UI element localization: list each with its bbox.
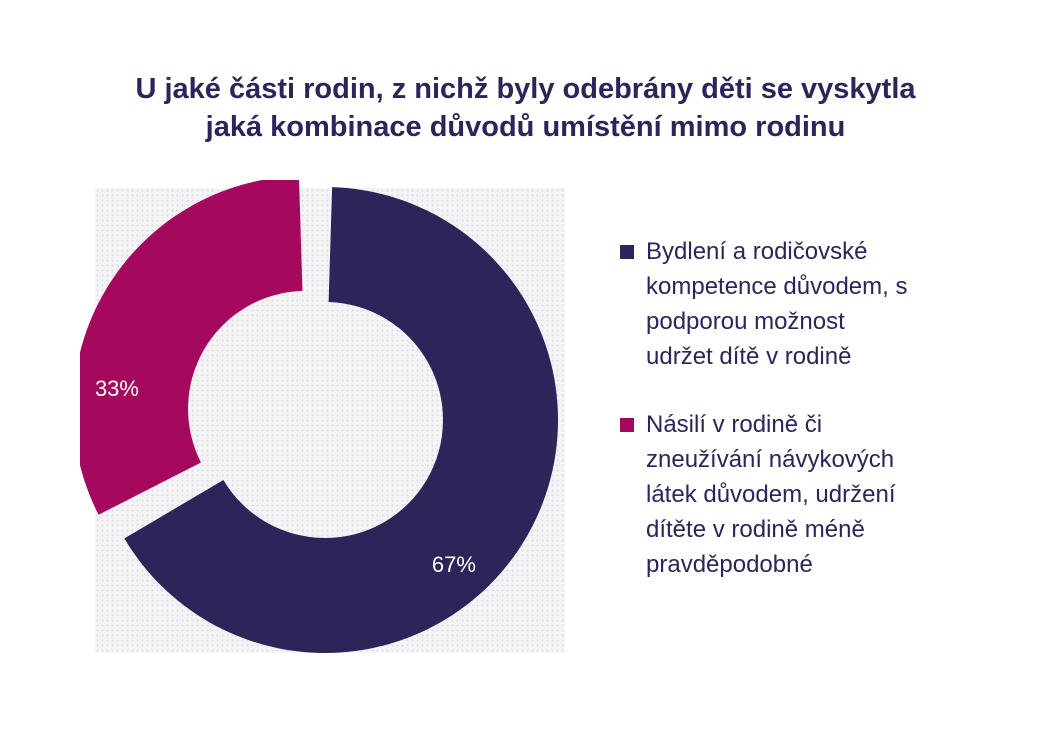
legend-item-bydleni: Bydlení a rodičovské kompetence důvodem,…: [620, 234, 980, 374]
legend-label-line: kompetence důvodem, s: [646, 273, 908, 300]
donut-chart: 67% 33%: [80, 180, 558, 653]
chart-title-line-2: jaká kombinace důvodů umístění mimo rodi…: [205, 111, 846, 143]
legend-label-line: pravděpodobné: [646, 551, 813, 578]
legend-label-line: udržet dítě v rodině: [646, 343, 852, 370]
donut-slice-label-nasili: 33%: [95, 376, 139, 401]
chart-title-line-1: U jaké části rodin, z nichž byly odebrán…: [135, 73, 916, 105]
donut-slice-bydleni: [124, 187, 558, 653]
donut-slice-label-bydleni: 67%: [432, 552, 476, 577]
legend-label-line: Bydlení a rodičovské: [646, 238, 868, 265]
legend-item-nasili: Násilí v rodině či zneužívání návykových…: [620, 407, 980, 582]
donut-slice-nasili: [80, 180, 303, 515]
chart-title: U jaké části rodin, z nichž byly odebrán…: [0, 70, 1051, 146]
legend-swatch-bydleni: [620, 245, 634, 259]
legend-label-bydleni: Bydlení a rodičovské kompetence důvodem,…: [646, 234, 907, 374]
legend-label-line: Násilí v rodině či: [646, 411, 823, 438]
legend: Bydlení a rodičovské kompetence důvodem,…: [620, 234, 980, 615]
legend-label-line: látek důvodem, udržení: [646, 481, 896, 508]
legend-label-line: dítěte v rodině méně: [646, 516, 865, 543]
legend-label-line: zneužívání návykových: [646, 446, 895, 473]
legend-label-nasili: Násilí v rodině či zneužívání návykových…: [646, 407, 895, 582]
legend-swatch-nasili: [620, 418, 634, 432]
legend-label-line: podporou možnost: [646, 308, 845, 335]
